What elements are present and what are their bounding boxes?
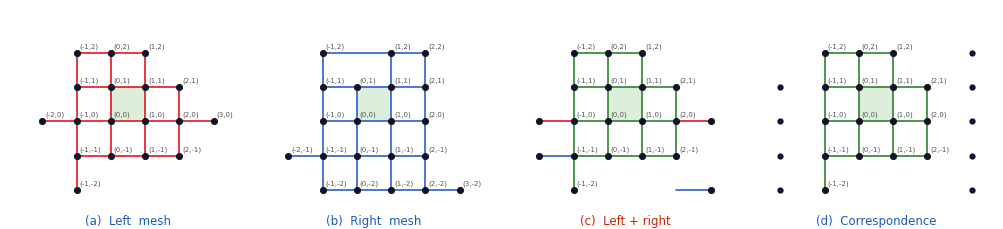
- Text: (2,1): (2,1): [427, 77, 444, 84]
- Text: (0,1): (0,1): [113, 77, 130, 84]
- Text: (-1,1): (-1,1): [325, 77, 344, 84]
- Text: (-1,0): (-1,0): [79, 111, 98, 118]
- Text: (-1,-1): (-1,-1): [79, 145, 101, 152]
- Text: (2,-2): (2,-2): [427, 180, 446, 186]
- Text: (1,0): (1,0): [895, 111, 912, 118]
- Polygon shape: [858, 88, 893, 122]
- Text: (1,0): (1,0): [644, 111, 661, 118]
- Text: (-1,-2): (-1,-2): [79, 180, 101, 186]
- Text: (-1,0): (-1,0): [576, 111, 595, 118]
- Text: (1,0): (1,0): [147, 111, 164, 118]
- Text: (2,1): (2,1): [182, 77, 199, 84]
- Text: (1,2): (1,2): [644, 43, 661, 49]
- Text: (-1,0): (-1,0): [826, 111, 846, 118]
- Text: (d)  Correspondence: (d) Correspondence: [814, 214, 936, 227]
- Text: (2,1): (2,1): [678, 77, 695, 84]
- Text: (-1,-1): (-1,-1): [325, 145, 347, 152]
- Text: (2,0): (2,0): [182, 111, 199, 118]
- Text: (-2,-1): (-2,-1): [291, 145, 312, 152]
- Text: (2,0): (2,0): [678, 111, 695, 118]
- Text: (-1,2): (-1,2): [576, 43, 595, 49]
- Polygon shape: [110, 88, 145, 122]
- Text: (1,1): (1,1): [644, 77, 661, 84]
- Text: (-1,-2): (-1,-2): [826, 180, 849, 186]
- Text: (1,2): (1,2): [895, 43, 912, 49]
- Text: (2,-1): (2,-1): [929, 145, 949, 152]
- Text: (a)  Left  mesh: (a) Left mesh: [85, 214, 171, 227]
- Polygon shape: [356, 88, 391, 122]
- Text: (0,0): (0,0): [359, 111, 376, 118]
- Text: (1,1): (1,1): [895, 77, 912, 84]
- Text: (-1,-1): (-1,-1): [576, 145, 598, 152]
- Text: (-1,-2): (-1,-2): [325, 180, 347, 186]
- Text: (b)  Right  mesh: (b) Right mesh: [326, 214, 421, 227]
- Text: (1,2): (1,2): [393, 43, 410, 49]
- Polygon shape: [607, 88, 642, 122]
- Text: (0,1): (0,1): [359, 77, 376, 84]
- Text: (2,2): (2,2): [427, 43, 444, 49]
- Text: (-1,1): (-1,1): [79, 77, 98, 84]
- Text: (0,2): (0,2): [113, 43, 130, 49]
- Text: (0,-1): (0,-1): [861, 145, 880, 152]
- Text: (-1,2): (-1,2): [325, 43, 344, 49]
- Text: (2,-1): (2,-1): [182, 145, 202, 152]
- Text: (3,0): (3,0): [217, 111, 233, 118]
- Text: (1,-1): (1,-1): [393, 145, 412, 152]
- Text: (1,2): (1,2): [147, 43, 164, 49]
- Text: (1,-1): (1,-1): [147, 145, 166, 152]
- Text: (0,2): (0,2): [610, 43, 627, 49]
- Text: (1,-2): (1,-2): [393, 180, 412, 186]
- Text: (2,0): (2,0): [929, 111, 946, 118]
- Text: (-1,-1): (-1,-1): [826, 145, 849, 152]
- Text: (1,-1): (1,-1): [895, 145, 914, 152]
- Text: (0,1): (0,1): [861, 77, 878, 84]
- Text: (0,2): (0,2): [861, 43, 878, 49]
- Text: (0,-2): (0,-2): [359, 180, 378, 186]
- Text: (1,0): (1,0): [393, 111, 410, 118]
- Text: (c)  Left + right: (c) Left + right: [579, 214, 670, 227]
- Text: (-2,0): (-2,0): [45, 111, 64, 118]
- Text: (-1,2): (-1,2): [79, 43, 98, 49]
- Text: (2,0): (2,0): [427, 111, 444, 118]
- Text: (0,-1): (0,-1): [113, 145, 132, 152]
- Text: (0,1): (0,1): [610, 77, 627, 84]
- Text: (1,-1): (1,-1): [644, 145, 663, 152]
- Text: (2,-1): (2,-1): [427, 145, 447, 152]
- Text: (-1,0): (-1,0): [325, 111, 344, 118]
- Text: (0,0): (0,0): [113, 111, 130, 118]
- Text: (2,-1): (2,-1): [678, 145, 698, 152]
- Text: (0,0): (0,0): [861, 111, 878, 118]
- Text: (-1,-2): (-1,-2): [576, 180, 598, 186]
- Text: (1,1): (1,1): [147, 77, 164, 84]
- Text: (2,1): (2,1): [929, 77, 946, 84]
- Text: (0,-1): (0,-1): [359, 145, 378, 152]
- Text: (1,1): (1,1): [393, 77, 410, 84]
- Text: (-1,1): (-1,1): [576, 77, 595, 84]
- Text: (0,0): (0,0): [610, 111, 627, 118]
- Text: (3,-2): (3,-2): [462, 180, 481, 186]
- Text: (-1,1): (-1,1): [826, 77, 846, 84]
- Text: (-1,2): (-1,2): [826, 43, 846, 49]
- Text: (0,-1): (0,-1): [610, 145, 629, 152]
